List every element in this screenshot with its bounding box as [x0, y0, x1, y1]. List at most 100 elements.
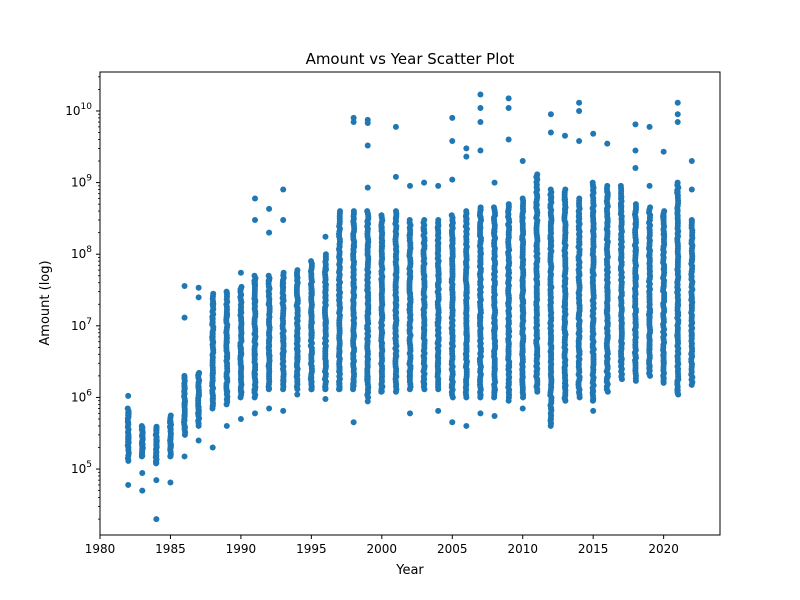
data-point [392, 315, 399, 322]
outlier-point [576, 138, 583, 145]
outlier-point [547, 129, 554, 136]
outlier-point [632, 121, 639, 128]
data-point [674, 267, 681, 274]
outlier-point [350, 119, 357, 126]
year-column-1993 [279, 186, 287, 414]
data-point [308, 290, 315, 297]
data-point [266, 284, 273, 291]
data-point [435, 304, 442, 311]
data-point [280, 280, 287, 287]
data-point [181, 424, 188, 431]
outlier-point [576, 99, 583, 106]
outlier-point [477, 410, 484, 417]
data-point [252, 351, 258, 358]
data-point [435, 338, 442, 345]
data-point [280, 269, 287, 276]
data-point [421, 326, 428, 333]
data-point [533, 242, 540, 249]
data-point [266, 300, 273, 307]
chart-title: Amount vs Year Scatter Plot [306, 50, 515, 68]
outlier-point [688, 186, 695, 193]
data-point [632, 221, 639, 228]
data-point [139, 440, 146, 447]
data-point [421, 305, 428, 312]
data-point [322, 315, 329, 322]
data-point [463, 329, 470, 336]
data-point [223, 388, 230, 395]
outlier-point [308, 386, 315, 393]
data-point [266, 362, 273, 369]
data-point [604, 307, 611, 314]
data-point [167, 453, 174, 460]
data-point [181, 390, 188, 397]
year-column-2013 [561, 132, 569, 404]
data-point [533, 371, 540, 378]
data-point [237, 285, 244, 292]
data-point [308, 319, 315, 326]
data-point [392, 214, 399, 221]
data-point [688, 332, 695, 339]
outlier-point [322, 396, 329, 403]
data-point [576, 270, 583, 277]
data-point [449, 276, 456, 283]
data-point [407, 231, 413, 238]
data-point [491, 299, 498, 306]
data-point [252, 371, 258, 378]
year-column-1995 [307, 258, 315, 393]
data-point [604, 189, 611, 196]
data-point [519, 214, 526, 221]
data-point [590, 345, 597, 352]
data-point [562, 383, 568, 390]
year-column-2007 [476, 91, 485, 417]
data-point [322, 251, 329, 258]
data-point [477, 314, 484, 321]
year-column-1986 [180, 282, 189, 460]
outlier-point [266, 205, 273, 212]
outlier-point [477, 105, 484, 111]
year-column-2005 [448, 114, 456, 426]
outlier-point [139, 487, 146, 494]
year-column-2006 [462, 145, 470, 429]
x-axis-label: Year [395, 563, 424, 578]
data-point [265, 272, 272, 279]
year-column-2016 [603, 140, 611, 395]
outlier-point [266, 229, 273, 236]
outlier-point [350, 114, 357, 121]
data-point [646, 246, 653, 253]
data-point [618, 208, 625, 215]
data-point [167, 440, 174, 447]
data-point [590, 319, 597, 326]
data-point [378, 330, 385, 337]
data-point [491, 312, 498, 319]
data-point [407, 368, 413, 375]
data-point [435, 360, 442, 367]
data-point [590, 226, 597, 233]
year-column-2018 [631, 121, 640, 384]
year-column-2002 [406, 182, 414, 417]
data-point [490, 204, 497, 211]
outlier-point [209, 444, 216, 451]
data-point [364, 325, 371, 332]
data-point [392, 208, 399, 215]
data-point [252, 299, 258, 306]
outlier-point [562, 132, 568, 139]
data-point [660, 375, 667, 382]
data-point [505, 222, 512, 229]
outlier-point [632, 164, 639, 171]
outlier-point [266, 405, 273, 412]
outlier-point [463, 153, 470, 160]
data-point [547, 416, 554, 423]
data-point [322, 265, 329, 272]
outlier-point [646, 182, 653, 189]
data-point [378, 368, 385, 375]
data-point [294, 355, 301, 362]
data-point [618, 245, 625, 252]
data-point [449, 255, 456, 262]
data-point [660, 283, 667, 290]
data-point [562, 277, 568, 284]
data-point [618, 339, 625, 346]
data-point [449, 237, 456, 244]
outlier-point [435, 182, 442, 189]
data-point [336, 302, 343, 309]
outlier-point [463, 422, 470, 429]
